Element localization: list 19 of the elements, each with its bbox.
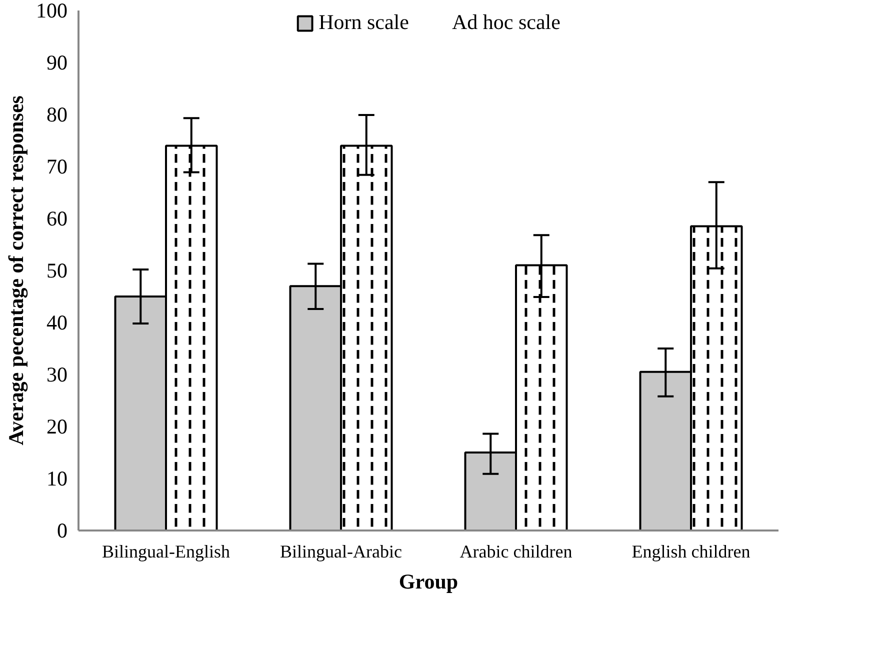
y-tick-label: 40 — [46, 310, 68, 334]
y-tick-label: 60 — [46, 206, 68, 230]
x-tick-label: English children — [632, 542, 750, 562]
x-axis-title: Group — [398, 570, 458, 594]
y-tick-label: 0 — [57, 518, 68, 542]
y-tick-label: 90 — [46, 50, 68, 74]
y-tick-label: 50 — [46, 258, 68, 282]
text: Ad hoc scale — [452, 10, 560, 35]
legend-label: Horn scale — [318, 10, 409, 35]
y-tick-label: 30 — [46, 362, 68, 386]
y-tick-label: 20 — [46, 414, 68, 438]
y-tick-label: 80 — [46, 102, 68, 126]
y-axis-title: Average pecentage of correct responses — [4, 96, 28, 446]
y-tick-label: 100 — [36, 0, 68, 22]
x-tick-label: Bilingual-English — [102, 542, 230, 562]
x-tick-label: Arabic children — [460, 542, 572, 562]
x-tick-label: Bilingual-Arabic — [280, 542, 402, 562]
y-tick-label: 70 — [46, 154, 68, 178]
y-tick-label: 10 — [46, 466, 68, 490]
